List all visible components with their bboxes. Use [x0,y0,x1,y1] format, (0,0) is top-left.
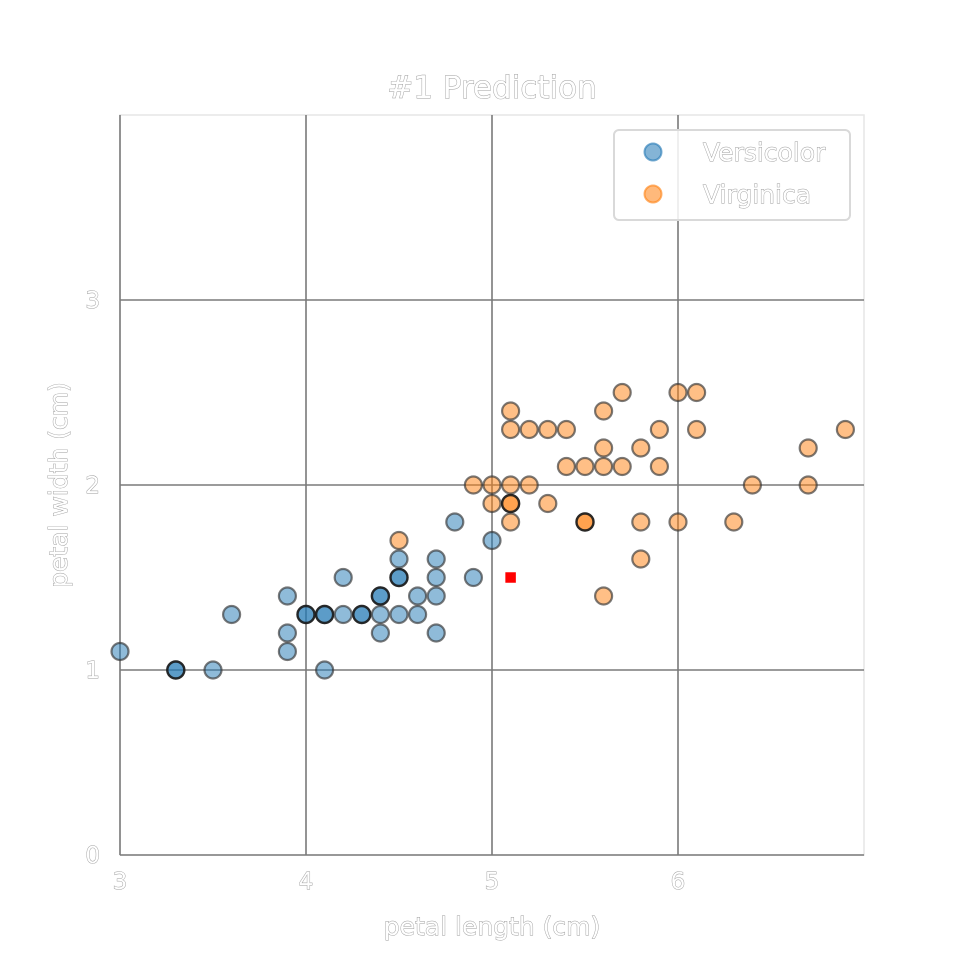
virginica-point [724,512,744,532]
legend-label: Virginica [703,180,811,209]
x-tick-label: 5 [485,869,500,895]
y-tick-label: 3 [85,288,100,314]
tick-labels: 3 4 5 6 0 1 2 3 [85,288,686,896]
versicolor-neighbor-point [352,604,372,625]
y-tick-label: 2 [85,473,100,499]
versicolor-point [203,660,223,680]
virginica-point [389,530,409,551]
chart-title: #1 Prediction [387,70,597,106]
data-points [110,382,856,680]
versicolor-point [426,567,446,588]
versicolor-point [426,586,446,606]
versicolor-point [426,549,446,569]
versicolor-point [333,604,353,625]
virginica-point [612,382,632,403]
virginica-point [612,456,632,477]
x-tick-label: 3 [113,869,128,895]
versicolor-point [222,604,242,625]
versicolor-point [370,604,390,625]
versicolor-neighbor-point [166,660,186,680]
virginica-point [742,475,763,495]
x-axis-label: petal length (cm) [384,912,601,941]
versicolor-point [408,604,428,625]
versicolor-point [277,623,297,643]
x-tick-label: 4 [299,869,314,895]
virginica-point [501,419,521,440]
virginica-point [556,419,577,440]
virginica-point [649,419,670,440]
versicolor-point [277,586,297,606]
virginica-point [686,419,707,440]
versicolor-point [463,567,483,588]
virginica-point [482,475,502,495]
versicolor-point [315,660,335,680]
virginica-point [593,438,614,458]
virginica-neighbor-point [575,512,595,532]
virginica-point [649,456,670,477]
virginica-point [519,419,539,440]
versicolor-point [370,623,390,643]
versicolor-point [277,641,297,662]
virginica-point [501,512,521,532]
versicolor-neighbor-point [389,567,409,588]
versicolor-point [482,530,502,551]
virginica-point [575,456,595,477]
legend-box [613,129,851,221]
versicolor-neighbor-point [296,604,316,625]
virginica-point [593,456,614,477]
versicolor-point [389,549,409,569]
versicolor-point [408,586,428,606]
y-tick-label: 1 [85,658,100,684]
virginica-point [686,382,707,403]
virginica-point [593,401,614,421]
virginica-point [501,401,521,421]
virginica-point [519,475,539,495]
versicolor-point [445,512,465,532]
virginica-point [538,419,558,440]
virginica-point [631,549,651,569]
virginica-point [631,512,651,532]
versicolor-neighbor-point [370,586,391,606]
legend-marker [643,142,663,162]
legend: Versicolor Virginica [613,129,851,221]
y-tick-label: 0 [85,843,100,869]
virginica-point [798,475,818,495]
virginica-neighbor-point [500,493,521,514]
virginica-point [538,493,558,514]
x-tick-label: 6 [671,869,686,895]
virginica-point [463,475,483,495]
versicolor-point [389,604,409,625]
virginica-point [556,456,577,477]
virginica-point [501,475,521,495]
versicolor-point [426,623,446,643]
virginica-point [482,493,502,514]
virginica-point [835,419,856,440]
prediction-marker [503,570,518,585]
virginica-point [798,438,818,458]
grid-lines [119,115,864,856]
virginica-point [631,438,651,458]
virginica-point [668,382,688,403]
virginica-point [668,512,688,532]
versicolor-point [110,641,130,662]
versicolor-point [333,567,353,588]
versicolor-neighbor-point [314,604,335,625]
legend-marker [643,184,663,204]
legend-label: Versicolor [703,138,826,167]
virginica-point [593,586,614,606]
y-axis-label: petal width (cm) [44,382,73,588]
